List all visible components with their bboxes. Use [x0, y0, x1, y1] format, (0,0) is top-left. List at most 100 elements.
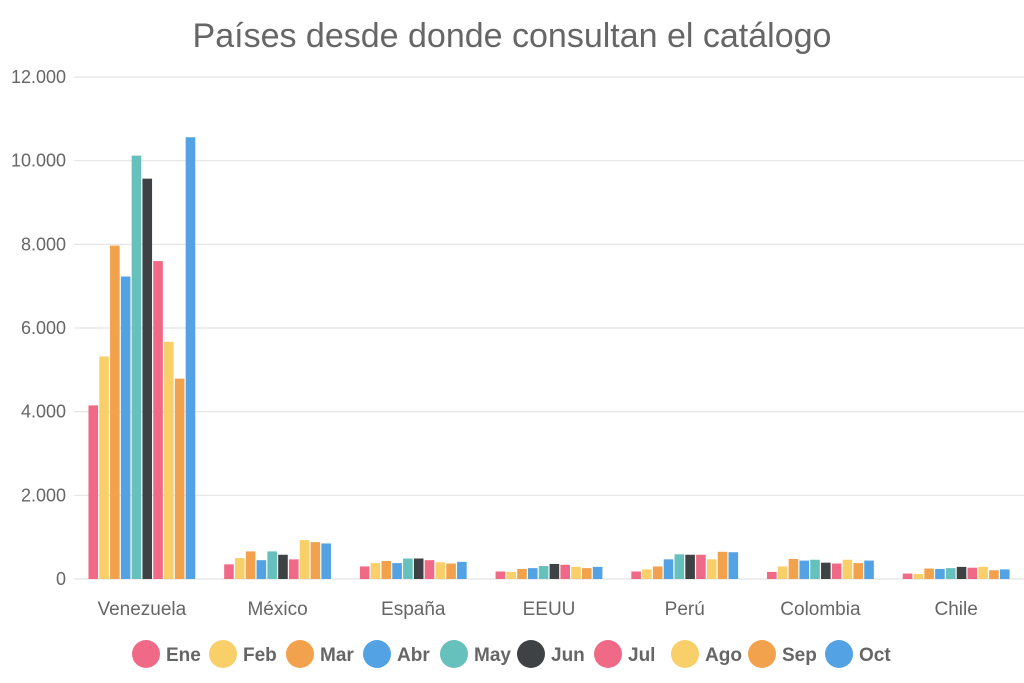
bar-feb-4[interactable] [642, 569, 652, 579]
bar-feb-3[interactable] [506, 571, 516, 579]
bar-sep-0[interactable] [174, 378, 185, 579]
bar-mar-5[interactable] [788, 558, 799, 579]
bar-mar-1[interactable] [245, 551, 256, 579]
bar-oct-6[interactable] [999, 569, 1010, 579]
bar-sep-5[interactable] [853, 563, 864, 579]
legend-label: Ene [166, 645, 201, 666]
bar-abr-6[interactable] [935, 568, 945, 579]
bar-jun-5[interactable] [821, 562, 831, 579]
bar-sep-4[interactable] [717, 551, 728, 579]
bar-jun-2[interactable] [413, 558, 424, 579]
bar-feb-2[interactable] [370, 563, 381, 579]
legend-item-ago[interactable]: Ago [671, 640, 742, 668]
bar-sep-6[interactable] [989, 570, 999, 579]
bar-feb-5[interactable] [777, 566, 788, 579]
legend-item-abr[interactable]: Abr [363, 640, 430, 668]
bar-ene-4[interactable] [631, 571, 641, 579]
bar-jul-3[interactable] [560, 564, 570, 579]
legend-item-may[interactable]: May [440, 640, 511, 668]
bar-abr-1[interactable] [256, 560, 267, 579]
bar-mar-3[interactable] [517, 568, 527, 579]
grid-lines [74, 76, 1024, 580]
bar-jun-4[interactable] [685, 554, 695, 579]
legend-item-oct[interactable]: Oct [825, 640, 891, 668]
legend-label: Sep [782, 645, 817, 666]
x-tick-label: Venezuela [97, 599, 186, 620]
bar-ago-1[interactable] [299, 540, 310, 579]
y-tick-label: 0 [56, 569, 66, 589]
bar-may-0[interactable] [131, 155, 142, 579]
legend-swatch [363, 640, 391, 668]
bar-ago-4[interactable] [706, 559, 717, 579]
bar-jul-4[interactable] [696, 554, 706, 579]
legend-swatch [132, 640, 160, 668]
bar-jun-6[interactable] [956, 566, 967, 579]
legend-item-mar[interactable]: Mar [286, 640, 354, 668]
bar-ago-6[interactable] [978, 566, 988, 579]
bar-mar-2[interactable] [381, 561, 392, 579]
bar-jul-1[interactable] [288, 559, 299, 579]
bar-ago-2[interactable] [435, 562, 446, 579]
bar-ene-6[interactable] [902, 573, 913, 579]
bar-feb-6[interactable] [913, 573, 924, 579]
bar-ene-5[interactable] [767, 571, 777, 579]
legend-item-feb[interactable]: Feb [209, 640, 277, 668]
bar-may-4[interactable] [674, 554, 685, 579]
bar-mar-0[interactable] [110, 245, 120, 580]
bar-abr-4[interactable] [663, 559, 674, 579]
bar-jun-3[interactable] [549, 563, 560, 579]
legend-item-sep[interactable]: Sep [748, 640, 817, 668]
bar-jul-6[interactable] [967, 567, 978, 579]
bar-jul-2[interactable] [424, 560, 435, 579]
bar-sep-2[interactable] [446, 563, 456, 579]
bar-jun-0[interactable] [142, 178, 153, 579]
bar-oct-1[interactable] [321, 543, 331, 579]
legend-label: Oct [859, 645, 891, 666]
legend-item-jun[interactable]: Jun [517, 640, 585, 668]
bar-ene-1[interactable] [224, 564, 234, 579]
bar-may-6[interactable] [945, 568, 956, 579]
bar-oct-4[interactable] [728, 552, 739, 579]
bar-ene-3[interactable] [495, 571, 506, 579]
legend-swatch [748, 640, 776, 668]
bar-ago-5[interactable] [842, 559, 853, 579]
bar-oct-0[interactable] [185, 137, 196, 580]
bar-may-3[interactable] [538, 566, 549, 579]
x-tick-label: España [381, 599, 446, 620]
legend-item-ene[interactable]: Ene [132, 640, 201, 668]
bar-oct-2[interactable] [457, 561, 467, 579]
legend-swatch [594, 640, 622, 668]
bar-jul-0[interactable] [153, 261, 163, 579]
legend-label: Abr [397, 645, 430, 666]
legend-swatch [440, 640, 468, 668]
legend-label: Ago [705, 645, 742, 666]
bar-abr-2[interactable] [392, 563, 402, 579]
legend-item-jul[interactable]: Jul [594, 640, 655, 668]
bar-jul-5[interactable] [831, 563, 842, 579]
bar-abr-5[interactable] [799, 560, 810, 579]
y-tick-label: 8.000 [21, 234, 66, 254]
bar-ago-0[interactable] [164, 341, 174, 579]
bar-oct-3[interactable] [592, 566, 603, 579]
bar-abr-3[interactable] [528, 568, 538, 579]
bar-may-1[interactable] [267, 551, 277, 579]
legend-swatch [286, 640, 314, 668]
bar-mar-4[interactable] [652, 566, 663, 579]
bar-jun-1[interactable] [278, 554, 288, 579]
bar-mar-6[interactable] [924, 568, 934, 579]
bar-ago-3[interactable] [571, 566, 581, 579]
bar-may-2[interactable] [403, 558, 413, 579]
bar-oct-5[interactable] [864, 560, 874, 579]
bar-may-5[interactable] [810, 559, 820, 579]
legend-swatch [825, 640, 853, 668]
legend-label: Mar [320, 645, 354, 666]
bar-abr-0[interactable] [120, 276, 131, 579]
bar-sep-1[interactable] [310, 542, 321, 579]
bar-feb-1[interactable] [234, 558, 245, 579]
bar-sep-3[interactable] [582, 568, 592, 579]
bar-feb-0[interactable] [99, 356, 109, 579]
legend: Ene Feb Mar Abr May Jun Jul Ago Sep Oct [132, 640, 891, 668]
bar-ene-2[interactable] [359, 566, 370, 579]
bar-ene-0[interactable] [88, 405, 99, 579]
x-axis: Venezuela México España EEUU Perú Colombia Chi… [97, 599, 977, 620]
